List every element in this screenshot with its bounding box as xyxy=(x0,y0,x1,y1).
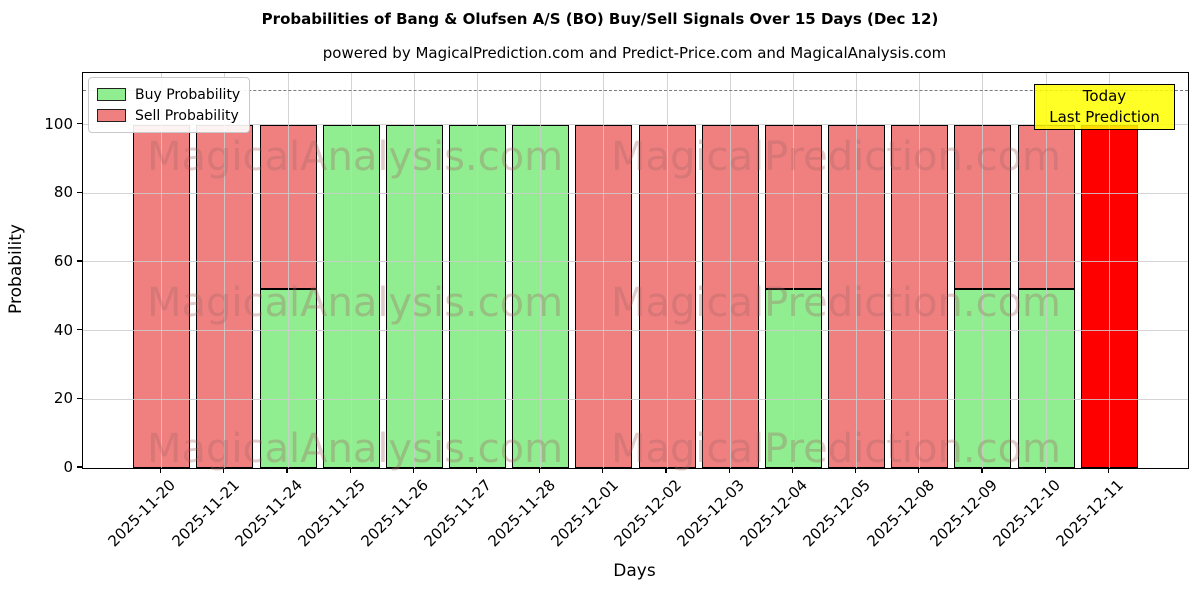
gridline-vertical xyxy=(729,73,731,468)
gridline-vertical xyxy=(161,73,163,468)
watermark-text: MagicalAnalysis.com xyxy=(146,134,564,180)
gridline-horizontal xyxy=(83,330,1188,332)
watermark-text: MagicalPrediction.com xyxy=(611,134,1061,180)
x-tick-label: 2025-11-26 xyxy=(357,476,433,551)
annotation-line-last-prediction: Last Prediction xyxy=(1049,108,1160,126)
x-tick-label: 2025-11-25 xyxy=(294,476,369,551)
x-tick-label: 2025-12-04 xyxy=(736,476,812,551)
x-tick-label: 2025-12-09 xyxy=(926,476,1001,551)
x-tick xyxy=(1107,468,1109,473)
legend: Buy Probability Sell Probability xyxy=(88,77,251,133)
watermark-text: MagicalPrediction.com xyxy=(611,280,1061,326)
x-tick-label: 2025-12-01 xyxy=(547,476,622,551)
legend-label-sell: Sell Probability xyxy=(135,107,239,124)
gridline-horizontal xyxy=(83,124,1188,126)
y-tick xyxy=(77,466,82,468)
y-tick-label: 100 xyxy=(44,114,73,133)
threshold-dashed-line xyxy=(83,90,1188,92)
sell-probability-swatch xyxy=(97,109,126,122)
gridline-vertical xyxy=(1045,73,1047,468)
gridline-vertical xyxy=(350,73,352,468)
y-tick-label: 0 xyxy=(63,458,73,476)
x-tick-label: 2025-12-11 xyxy=(1052,476,1128,551)
x-axis-label: Days xyxy=(613,561,656,581)
watermark-layer: MagicalAnalysis.com MagicalPrediction.com… xyxy=(83,73,1188,472)
y-tick-label: 40 xyxy=(53,320,73,339)
gridline-horizontal xyxy=(83,192,1188,194)
gridline-vertical xyxy=(224,73,226,468)
y-tick-label: 20 xyxy=(53,389,73,408)
x-tick xyxy=(160,468,162,473)
y-tick-label: 80 xyxy=(53,183,73,202)
x-tick-label: 2025-12-02 xyxy=(610,476,685,551)
y-tick-label: 60 xyxy=(53,251,73,270)
legend-item-buy: Buy Probability xyxy=(97,84,240,105)
x-tick xyxy=(349,468,351,473)
x-tick xyxy=(918,468,920,473)
legend-label-buy: Buy Probability xyxy=(135,86,241,103)
x-tick xyxy=(855,468,857,473)
gridline-vertical xyxy=(792,73,794,468)
gridline-vertical xyxy=(540,73,542,468)
gridline-vertical xyxy=(666,73,668,468)
x-tick xyxy=(791,468,794,473)
x-tick-label: 2025-12-10 xyxy=(989,476,1064,551)
grid-layer xyxy=(83,73,1188,468)
chart-title: Probabilities of Bang & Olufsen A/S (BO)… xyxy=(261,10,939,28)
x-tick xyxy=(223,468,225,473)
x-tick-label: 2025-12-08 xyxy=(863,476,938,551)
y-tick xyxy=(77,191,82,193)
gridline-vertical xyxy=(413,73,415,468)
chart-subtitle: powered by MagicalPrediction.com and Pre… xyxy=(322,44,947,62)
buy-probability-swatch xyxy=(97,88,126,101)
today-annotation-box: Today Last Prediction xyxy=(1034,84,1175,130)
x-tick xyxy=(539,468,541,473)
x-tick-label: 2025-12-05 xyxy=(799,476,875,551)
gridline-vertical xyxy=(477,73,479,468)
watermark-text: MagicalPrediction.com xyxy=(611,426,1061,472)
x-tick xyxy=(286,468,288,473)
gridline-vertical xyxy=(1108,73,1110,468)
x-tick-label: 2025-11-24 xyxy=(231,476,306,551)
plot-area: MagicalAnalysis.com MagicalPrediction.com… xyxy=(82,72,1189,472)
x-tick-label: 2025-11-28 xyxy=(484,476,559,551)
gridline-vertical xyxy=(919,73,921,468)
x-tick xyxy=(602,468,604,473)
gridline-vertical xyxy=(856,73,858,468)
y-tick xyxy=(77,122,82,125)
gridline-horizontal xyxy=(83,398,1188,400)
gridline-vertical xyxy=(603,73,605,468)
x-tick xyxy=(1044,468,1046,473)
x-tick-label: 2025-11-20 xyxy=(105,476,180,551)
x-tick-label: 2025-12-03 xyxy=(673,476,749,551)
y-tick xyxy=(77,329,82,331)
watermark-text: MagicalAnalysis.com xyxy=(146,280,564,326)
annotation-line-today: Today xyxy=(1082,87,1127,105)
x-tick-label: 2025-11-27 xyxy=(420,476,496,551)
x-tick xyxy=(665,468,667,473)
x-tick-label: 2025-11-21 xyxy=(168,476,243,551)
gridline-vertical xyxy=(287,73,289,468)
legend-item-sell: Sell Probability xyxy=(97,105,240,126)
x-tick xyxy=(728,468,730,473)
gridline-vertical xyxy=(982,73,984,468)
x-tick xyxy=(412,468,414,473)
x-tick xyxy=(981,468,983,473)
watermark-text: MagicalAnalysis.com xyxy=(146,426,564,472)
x-tick xyxy=(475,468,478,473)
y-tick xyxy=(77,260,82,262)
gridline-horizontal xyxy=(83,261,1188,263)
y-tick xyxy=(77,397,82,399)
